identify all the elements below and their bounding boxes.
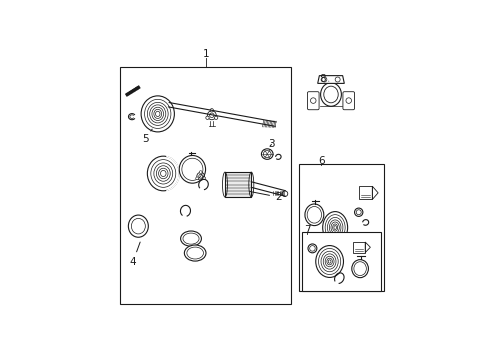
Text: 6: 6 — [317, 156, 324, 166]
Circle shape — [195, 177, 198, 180]
FancyBboxPatch shape — [342, 92, 354, 110]
Bar — [301, 232, 380, 291]
FancyBboxPatch shape — [307, 92, 319, 110]
Ellipse shape — [320, 83, 341, 106]
Ellipse shape — [141, 96, 174, 132]
Text: 5: 5 — [142, 129, 152, 144]
Circle shape — [199, 171, 202, 174]
Polygon shape — [317, 76, 344, 84]
Bar — [299, 164, 383, 291]
Bar — [120, 67, 290, 304]
Text: 7: 7 — [304, 225, 310, 235]
Ellipse shape — [128, 215, 148, 237]
Ellipse shape — [322, 212, 347, 243]
Circle shape — [203, 177, 205, 180]
Text: 3: 3 — [267, 139, 274, 149]
Ellipse shape — [147, 156, 179, 191]
Text: 8: 8 — [319, 74, 328, 84]
Ellipse shape — [184, 245, 205, 261]
Circle shape — [205, 116, 209, 120]
Circle shape — [210, 109, 213, 112]
Text: 4: 4 — [129, 242, 140, 267]
Bar — [224, 172, 251, 197]
Text: 2: 2 — [249, 192, 281, 202]
Text: 1: 1 — [203, 49, 209, 59]
Ellipse shape — [315, 246, 343, 278]
Bar — [224, 172, 251, 197]
Circle shape — [214, 116, 217, 120]
Ellipse shape — [180, 231, 201, 246]
Ellipse shape — [261, 149, 272, 159]
